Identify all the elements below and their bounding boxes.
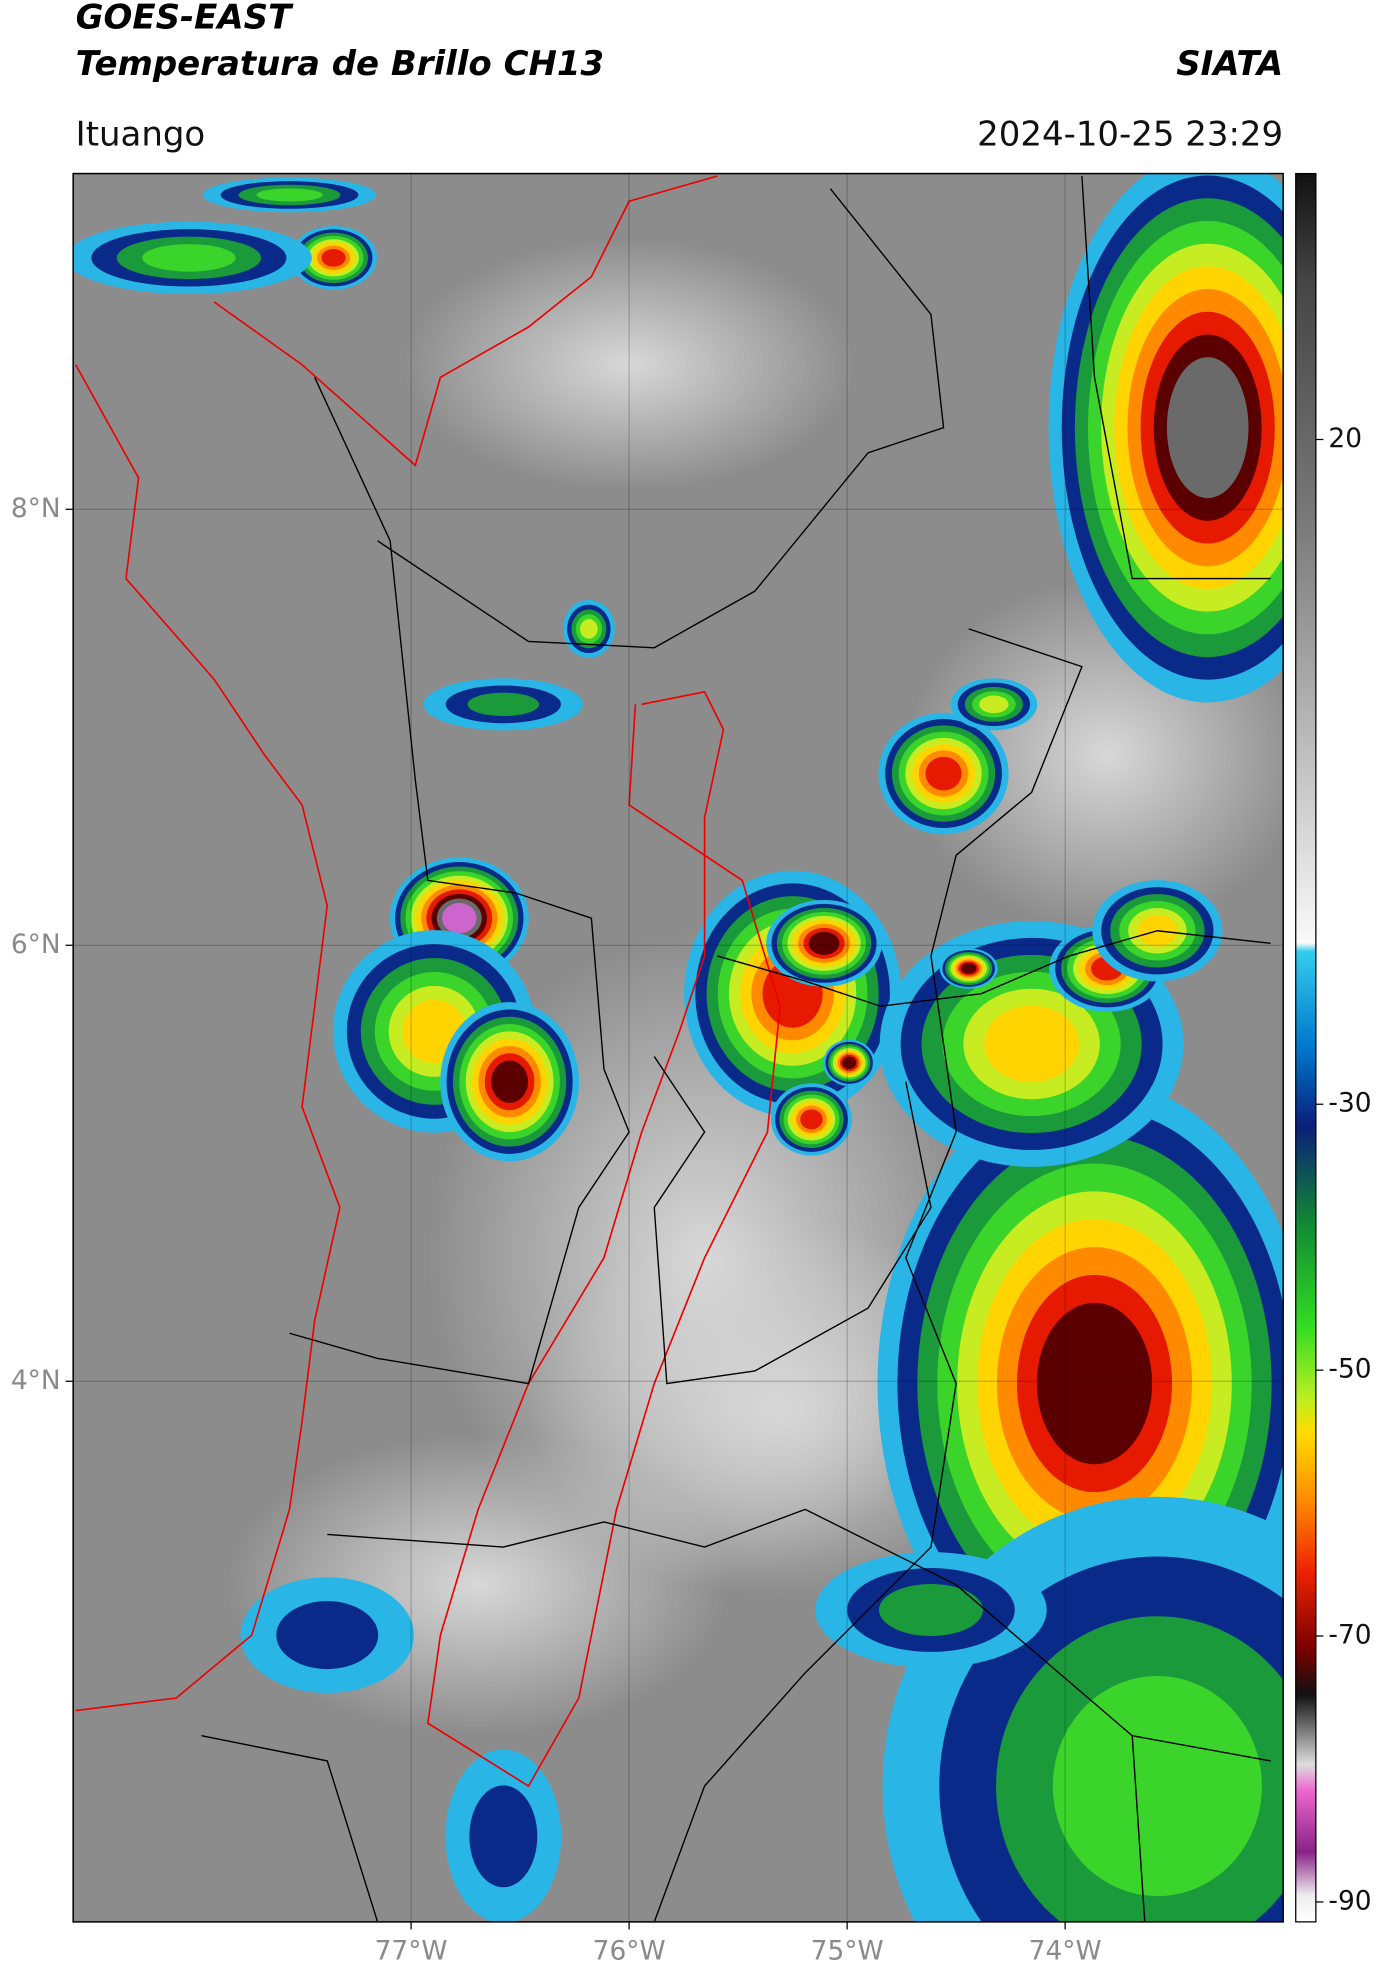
- cloud-blob: [1166, 357, 1249, 499]
- cloud-blob: [800, 1109, 823, 1130]
- lon-tick-label: 77°W: [375, 1936, 448, 1967]
- cloud-blob: [979, 695, 1009, 714]
- map-frame: [72, 172, 1284, 1923]
- lon-tick-label: 75°W: [811, 1936, 884, 1967]
- cloud-blob: [984, 1005, 1079, 1083]
- cloud-blob: [467, 692, 540, 717]
- cloud-blob: [842, 1056, 857, 1069]
- cloud-blob: [961, 963, 977, 974]
- cloud-blob: [1036, 1302, 1153, 1465]
- cloud-blob: [491, 1060, 529, 1103]
- colorbar-tick-label: -30: [1328, 1088, 1371, 1119]
- map-image: [73, 173, 1284, 1922]
- colorbar-tick-label: -50: [1328, 1354, 1371, 1385]
- location: Ituango: [76, 114, 206, 154]
- colorbar-tick-label: 20: [1328, 423, 1362, 454]
- colorbar: [1295, 172, 1317, 1923]
- source: SIATA: [1176, 44, 1283, 84]
- cloud-blob: [256, 188, 323, 202]
- lat-tick-label: 6°N: [11, 929, 61, 960]
- lat-tick-label: 4°N: [11, 1365, 61, 1396]
- cloud-blob: [276, 1601, 379, 1670]
- datetime: 2024-10-25 23:29: [977, 114, 1283, 154]
- lat-tick-label: 8°N: [11, 493, 61, 524]
- cloud-blob: [1052, 1675, 1262, 1897]
- cloud-blob: [925, 756, 962, 791]
- lon-tick-label: 76°W: [593, 1936, 666, 1967]
- subtitle: Temperatura de Brillo CH13: [76, 44, 604, 84]
- cloud-blob: [321, 249, 346, 267]
- cloud-blob: [580, 619, 598, 639]
- cloud-blob: [878, 1583, 983, 1636]
- cloud-blob: [142, 244, 236, 272]
- lon-tick-label: 74°W: [1029, 1936, 1102, 1967]
- cloud-blob: [442, 903, 477, 934]
- cloud-blob: [808, 931, 840, 955]
- cloud-blob: [469, 1785, 538, 1888]
- colorbar-tick-label: -70: [1328, 1620, 1371, 1651]
- colorbar-tick-label: -90: [1328, 1885, 1371, 1916]
- title: GOES-EAST: [76, 0, 294, 37]
